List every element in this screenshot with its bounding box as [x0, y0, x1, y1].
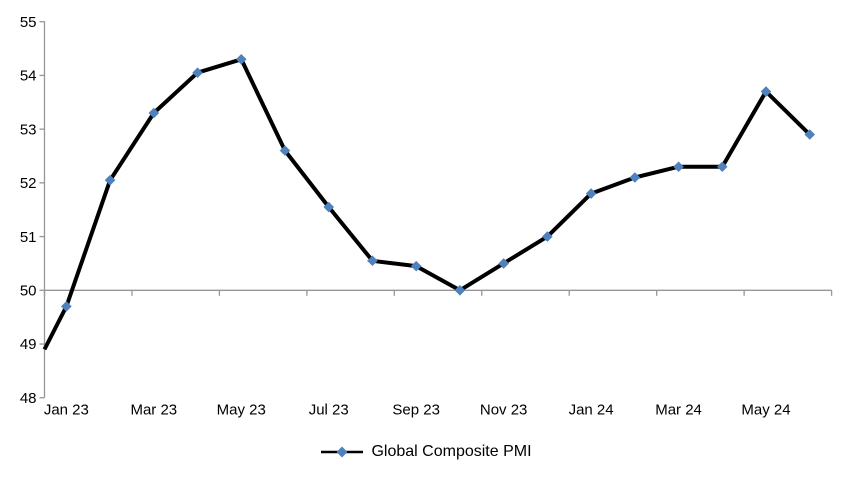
- x-axis-tick-label: May 23: [217, 402, 266, 419]
- data-point-marker: [235, 54, 247, 65]
- x-axis-tick-label: Sep 23: [392, 402, 440, 419]
- x-axis-tick-label: Mar 23: [130, 402, 177, 419]
- y-axis-tick-label: 49: [20, 336, 37, 353]
- legend-label: Global Composite PMI: [371, 443, 532, 460]
- data-point-marker: [104, 174, 116, 186]
- legend-sample-diamond-icon: [336, 446, 348, 458]
- data-point-marker: [804, 129, 816, 140]
- chart-legend: Global Composite PMI: [0, 441, 852, 463]
- data-point-marker: [279, 145, 291, 156]
- data-point-marker: [629, 172, 641, 183]
- data-point-marker: [673, 161, 684, 173]
- x-axis-tick-label: Jan 24: [569, 402, 614, 419]
- data-point-marker: [323, 201, 335, 213]
- y-axis-tick-label: 54: [20, 68, 37, 85]
- data-point-marker: [61, 301, 72, 312]
- legend-line-marker-icon: [321, 446, 364, 458]
- data-point-marker: [542, 231, 553, 242]
- x-axis-tick-label: Mar 24: [655, 402, 702, 419]
- data-point-marker: [410, 260, 422, 272]
- data-point-marker: [454, 285, 466, 296]
- y-axis-tick-label: 53: [20, 121, 37, 138]
- data-point-marker: [148, 107, 160, 119]
- y-axis-tick-label: 48: [20, 390, 37, 407]
- x-axis-tick-label: Jul 23: [309, 402, 349, 419]
- y-axis-tick-label: 55: [20, 14, 37, 31]
- x-axis-tick-label: Jan 23: [44, 402, 89, 419]
- y-axis-tick-label: 51: [20, 229, 37, 246]
- x-axis-tick-label: Nov 23: [480, 402, 528, 419]
- data-point-marker: [192, 67, 203, 79]
- data-point-marker: [367, 255, 378, 267]
- data-point-marker: [585, 188, 597, 199]
- pmi-series-line: [42, 57, 812, 351]
- data-point-marker: [760, 86, 772, 97]
- data-point-marker: [498, 258, 509, 269]
- x-axis-tick-label: May 24: [741, 402, 790, 419]
- y-axis-tick-label: 50: [20, 283, 37, 300]
- data-point-marker: [716, 161, 728, 173]
- y-axis-tick-label: 52: [20, 175, 37, 192]
